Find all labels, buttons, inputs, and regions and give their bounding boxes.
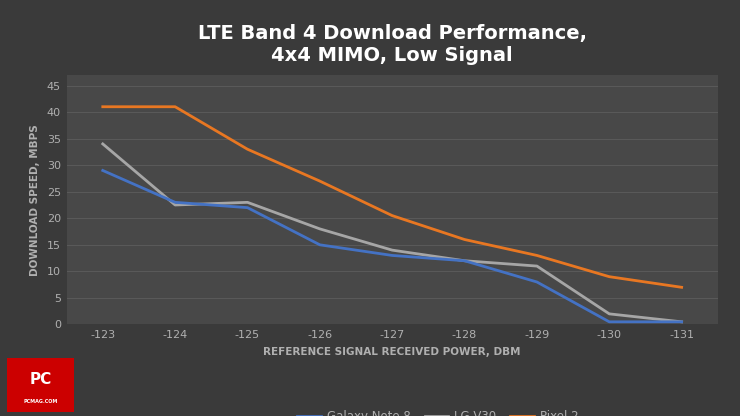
Legend: Galaxy Note 8, LG V30, Pixel 2: Galaxy Note 8, LG V30, Pixel 2 — [292, 405, 583, 416]
Text: PC: PC — [30, 372, 52, 387]
Text: PCMAG.COM: PCMAG.COM — [24, 399, 58, 404]
X-axis label: REFERENCE SIGNAL RECEIVED POWER, DBM: REFERENCE SIGNAL RECEIVED POWER, DBM — [263, 347, 521, 357]
Y-axis label: DOWNLOAD SPEED, MBPS: DOWNLOAD SPEED, MBPS — [30, 124, 40, 275]
Title: LTE Band 4 Download Performance,
4x4 MIMO, Low Signal: LTE Band 4 Download Performance, 4x4 MIM… — [198, 24, 587, 65]
